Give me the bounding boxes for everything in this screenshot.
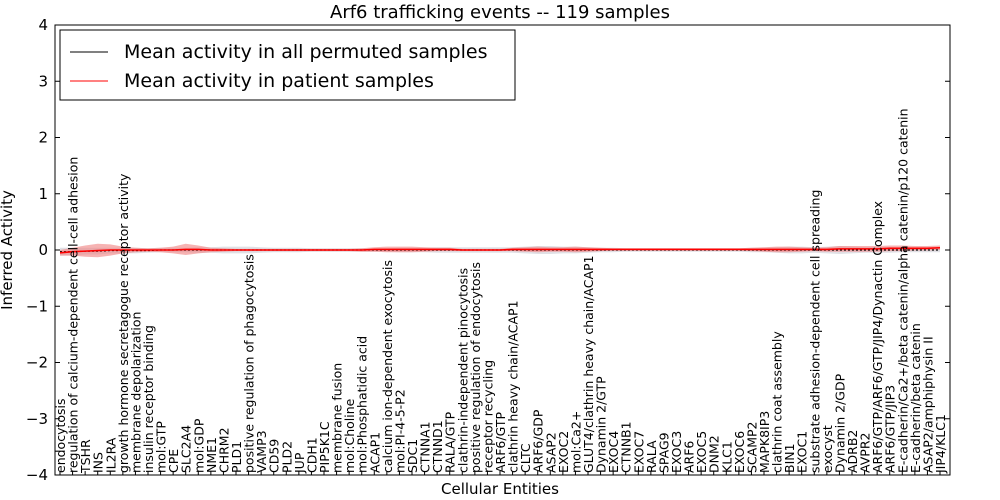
x-tick-label: JUP: [292, 452, 307, 474]
y-tick-label: 3: [38, 72, 48, 90]
y-tick-label: −1: [26, 297, 48, 315]
x-tick-label: ARF6/GTP: [493, 412, 508, 473]
x-tick-label: E-cadherin/beta catenin: [908, 323, 923, 473]
x-tick-label: EXOC5: [694, 431, 709, 473]
y-tick-label: 2: [38, 129, 48, 147]
y-axis: −4 −3 −2 −1 0 1 2 3 4: [26, 16, 950, 484]
x-tick-label: Dynamin 2/GTP: [594, 376, 609, 473]
series-lines: [59, 246, 941, 254]
x-tick-label: GLUT4/clathrin heavy chain/ACAP1: [581, 255, 596, 473]
x-tick-label: ARF6/GDP: [531, 409, 546, 473]
x-tick-label: EXOC3: [669, 431, 684, 473]
x-tick-label: SLC2A4: [179, 425, 194, 473]
x-tick-label: RALA: [644, 440, 659, 473]
x-tick-label: mol:Ca2+: [568, 411, 583, 473]
x-tick-label: CPE: [166, 449, 181, 473]
y-tick-label: 4: [38, 16, 48, 34]
series-line-patient: [59, 246, 941, 254]
x-tick-label: ASAP2: [543, 432, 558, 473]
x-tick-label: Dynamin 2/GDP: [832, 373, 847, 473]
y-tick-label: 0: [38, 241, 48, 259]
x-tick-label: SDC1: [405, 439, 420, 473]
x-tick-label: substrate adhesion-dependent cell spread…: [807, 190, 822, 473]
x-tick-label: ACAP1: [367, 432, 382, 473]
x-tick-label: ADRB2: [845, 430, 860, 473]
x-tick-label: E-cadherin/Ca2+/beta catenin/alpha caten…: [895, 108, 910, 473]
x-tick-label: CTNND1: [430, 420, 445, 473]
x-tick-label: CD59: [267, 439, 282, 473]
x-tick-label: EXOC4: [606, 431, 621, 473]
x-tick-label: EXOC2: [556, 431, 571, 473]
x-tick-label: AVPR2: [858, 433, 873, 473]
legend-label-patient: Mean activity in patient samples: [124, 70, 434, 92]
x-tick-label: VAMP3: [254, 430, 269, 473]
x-tick-label: clathrin-independent pinocytosis: [455, 268, 470, 473]
x-tick-label: TSHR: [78, 439, 93, 474]
x-tick-label: ARF6/GTP/JIP3: [883, 385, 898, 473]
x-tick-label: mol:PI-4-5-P2: [392, 389, 407, 473]
x-tick-label: PLD2: [279, 441, 294, 473]
x-tick-label: SPAG9: [656, 432, 671, 473]
y-tick-label: −3: [26, 410, 48, 428]
x-tick-label: CLTC: [518, 443, 533, 473]
x-tick-label: growth hormone secretagogue receptor act…: [116, 173, 131, 473]
x-tick-label: positive regulation of endocytosis: [468, 262, 483, 473]
legend: Mean activity in all permuted samples Me…: [59, 29, 516, 101]
x-tick-label: membrane depolarization: [128, 312, 143, 473]
x-tick-label: mol:GTP: [154, 421, 169, 473]
x-tick-label: clathrin coat assembly: [770, 331, 785, 473]
x-tick-label: BIN1: [782, 443, 797, 473]
x-tick-label: mol:Phosphatidic acid: [355, 336, 370, 473]
x-axis-label: Cellular Entities: [441, 480, 559, 498]
chart-title: Arf6 trafficking events -- 119 samples: [330, 2, 670, 23]
x-tick-label: SCAMP2: [744, 422, 759, 474]
x-tick-label: membrane fusion: [330, 363, 345, 473]
x-tick-label: insulin receptor binding: [141, 325, 156, 473]
x-tick-label: exocyst: [820, 425, 835, 473]
y-tick-label: −2: [26, 354, 48, 372]
x-tick-label: endocytosis: [53, 398, 68, 473]
x-tick-label: CDH1: [304, 437, 319, 473]
x-tick-label: IL2RA: [103, 437, 118, 473]
x-tick-label: INS: [91, 452, 106, 473]
legend-box: [59, 29, 516, 101]
x-tick-label: clathrin heavy chain/ACAP1: [506, 300, 521, 473]
x-tick-label: EXOC1: [795, 431, 810, 473]
x-tick-label: CHRM2: [216, 427, 231, 473]
x-tick-label: PLD1: [229, 441, 244, 473]
x-tick-label: mol:Choline: [342, 398, 357, 473]
plot-area-frame: [54, 24, 951, 476]
x-tick-label: positive regulation of phagocytosis: [242, 254, 257, 473]
x-tick-label: ASAP2/amphiphysin II: [920, 336, 935, 473]
x-tick-label: DNM2: [707, 435, 722, 473]
x-tick-label: KLC1: [719, 441, 734, 473]
x-tick-label: ARF6: [682, 441, 697, 473]
x-tick-label: RALA/GTP: [443, 411, 458, 473]
y-axis-label: Inferred Activity: [0, 190, 16, 310]
x-tick-label: EXOC7: [631, 431, 646, 473]
x-tick-label: NME1: [204, 437, 219, 473]
x-tick-label: CTNNB1: [619, 421, 634, 473]
legend-label-permuted: Mean activity in all permuted samples: [124, 41, 487, 63]
x-tick-label: CTNNA1: [418, 421, 433, 473]
y-tick-label: 1: [38, 185, 48, 203]
x-tick-label: MAPK8IP3: [757, 411, 772, 473]
x-tick-label: mol:GDP: [191, 418, 206, 473]
x-tick-label: EXOC6: [732, 431, 747, 473]
x-tick-label: receptor recycling: [480, 360, 495, 473]
y-tick-label: −4: [26, 466, 48, 484]
x-tick-label: calcium ion-dependent exocytosis: [380, 260, 395, 473]
x-tick-label: PIP5K1C: [317, 421, 332, 473]
x-tick-label: JIP4/KLC1: [933, 414, 948, 474]
x-tick-label: ARF6/GTP/ARF6/GTP/JIP4/Dynactin Complex: [870, 201, 885, 473]
x-tick-label: regulation of calcium-dependent cell-cel…: [66, 157, 81, 473]
